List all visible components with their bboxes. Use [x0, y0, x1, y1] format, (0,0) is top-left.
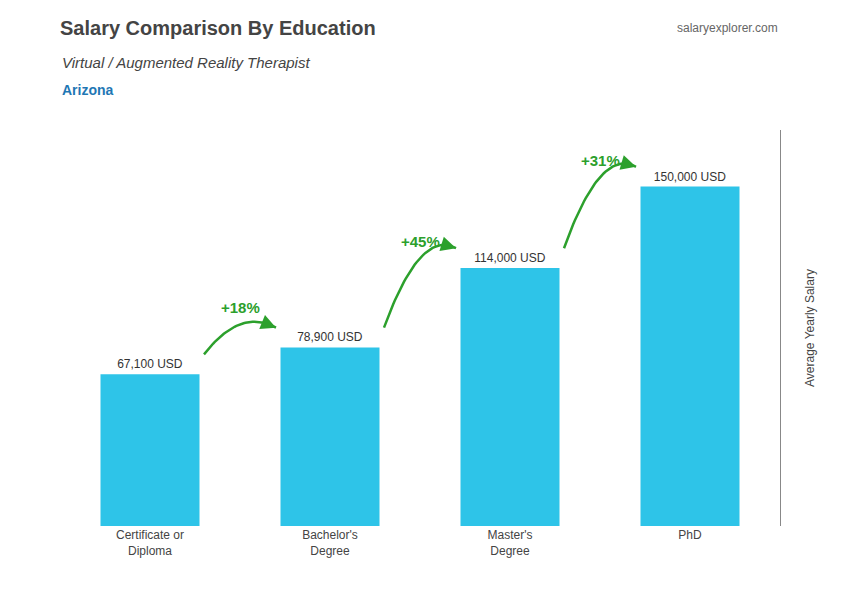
svg-text:salaryexplorer.com: salaryexplorer.com	[677, 21, 778, 35]
svg-text:114,000 USD: 114,000 USD	[474, 251, 545, 265]
svg-text:+45%: +45%	[401, 233, 440, 250]
svg-text:Virtual / Augmented Reality Th: Virtual / Augmented Reality Therapist	[62, 54, 310, 71]
svg-text:Arizona: Arizona	[62, 82, 114, 98]
svg-text:67,100 USD: 67,100 USD	[117, 357, 183, 371]
svg-text:+31%: +31%	[581, 152, 620, 169]
svg-text:Master'sDegree: Master'sDegree	[488, 528, 533, 558]
svg-text:Salary Comparison By Education: Salary Comparison By Education	[60, 17, 376, 39]
svg-text:+18%: +18%	[221, 299, 260, 316]
svg-text:150,000 USD: 150,000 USD	[654, 170, 726, 184]
svg-text:78,900 USD: 78,900 USD	[297, 330, 363, 344]
svg-text:Average Yearly Salary: Average Yearly Salary	[803, 269, 817, 387]
svg-text:Certificate orDiploma: Certificate orDiploma	[116, 528, 184, 558]
svg-text:Bachelor'sDegree: Bachelor'sDegree	[302, 528, 358, 558]
svg-text:PhD: PhD	[678, 528, 702, 542]
